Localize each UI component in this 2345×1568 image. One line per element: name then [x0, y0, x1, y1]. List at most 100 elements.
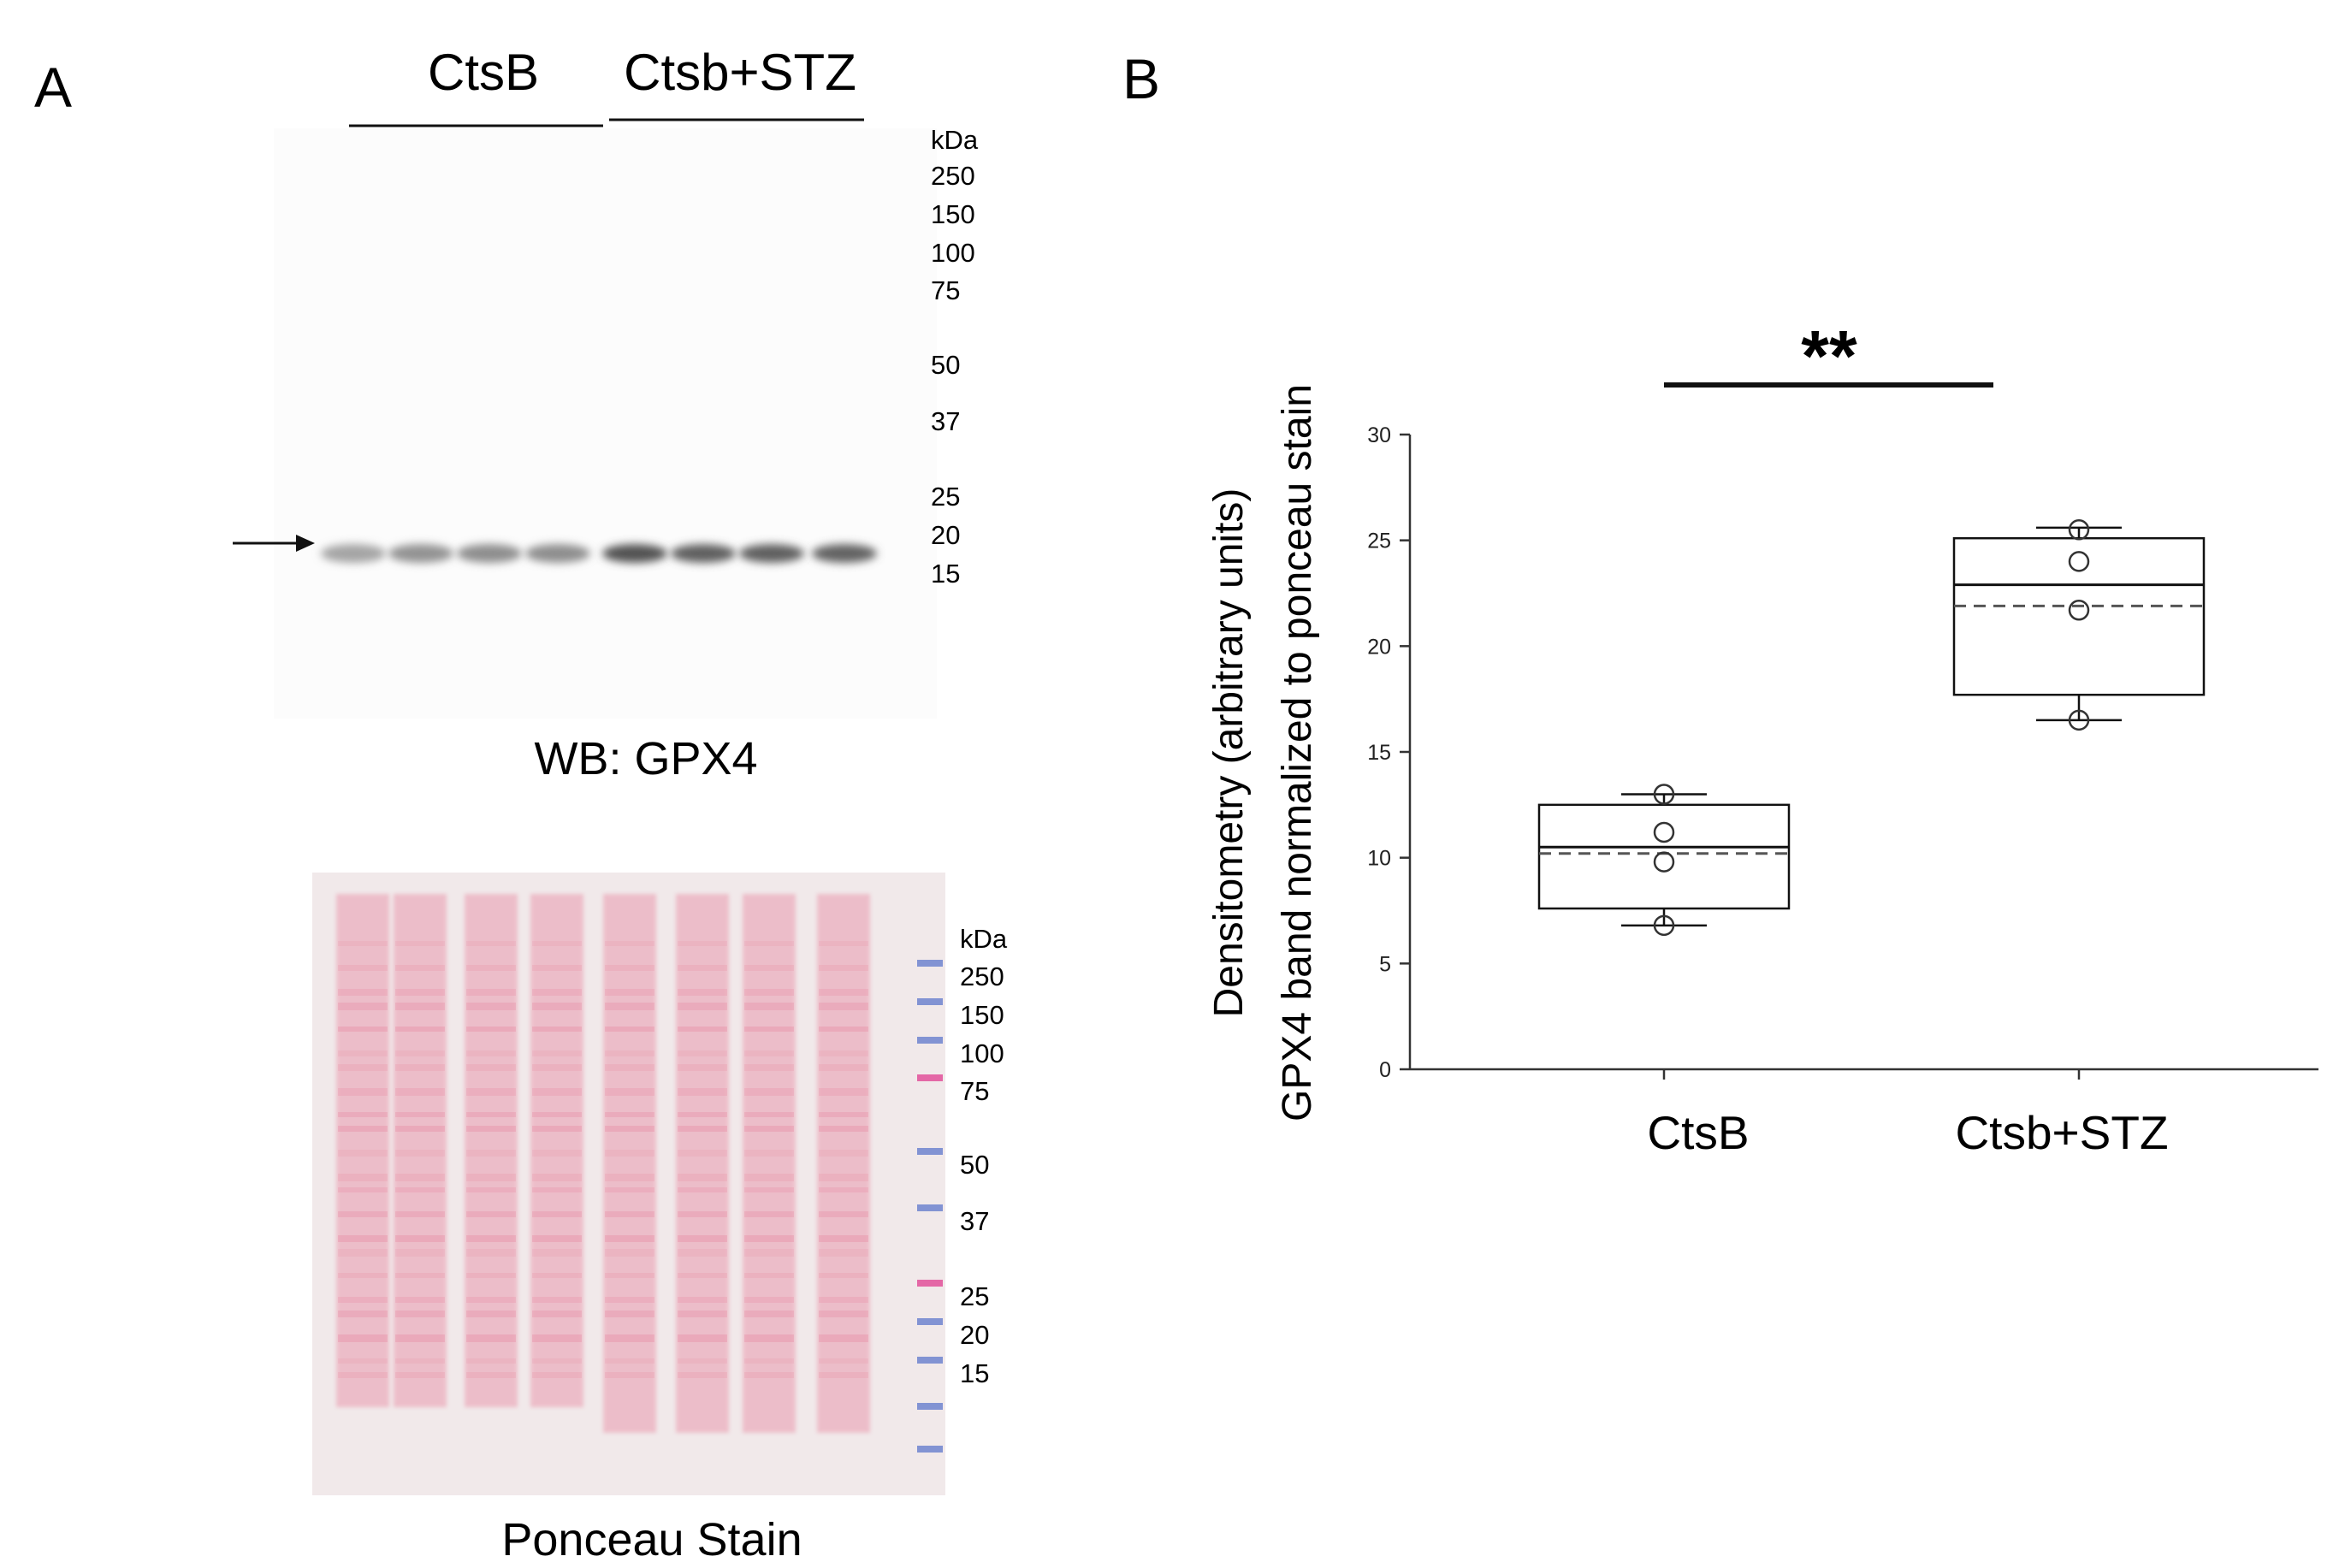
y-tick-label: 15: [1367, 741, 1391, 765]
ponceau-band: [605, 965, 654, 971]
ponceau-band: [532, 1050, 582, 1056]
blot-marker-label: 75: [931, 275, 960, 305]
ponceau-lanes: [336, 894, 870, 1433]
ponceau-band: [466, 965, 516, 971]
ponceau-band: [678, 1372, 727, 1378]
ponceau-lane: [465, 894, 518, 1407]
ponceau-lane: [603, 894, 656, 1433]
ponceau-band: [678, 989, 727, 996]
x-ticks: CtsB Ctsb+STZ: [1647, 1069, 2169, 1159]
ponceau-band: [395, 1311, 445, 1317]
ponceau-marker-label: 75: [960, 1076, 989, 1106]
y-tick-label: 10: [1367, 847, 1391, 871]
ponceau-band: [678, 1273, 727, 1278]
ponceau-band: [395, 1064, 445, 1071]
blot-marker-labels: 250 150 100 75 50 37 25 20 15: [931, 161, 975, 589]
ponceau-band: [395, 1187, 445, 1192]
ponceau-band: [338, 1150, 388, 1157]
data-point: [2068, 600, 2090, 621]
ponceau-band: [819, 1050, 868, 1056]
ponceau-band: [819, 1150, 868, 1157]
ponceau-band: [395, 1334, 445, 1342]
blot-caption: WB: GPX4: [534, 733, 757, 784]
ponceau-band: [466, 1273, 516, 1278]
ponceau-band: [819, 1126, 868, 1132]
blot-marker-label: 37: [931, 406, 960, 436]
ponceau-band: [532, 1334, 582, 1342]
ponceau-band: [744, 1050, 794, 1056]
ponceau-marker-label: 150: [960, 1000, 1004, 1030]
ponceau-band: [532, 1358, 582, 1364]
blot-group-label-ctsb: CtsB: [428, 44, 539, 101]
ponceau-band: [395, 941, 445, 946]
ponceau-band: [532, 1126, 582, 1132]
ponceau-band: [605, 1064, 654, 1071]
ponceau-band: [466, 1334, 516, 1342]
ponceau-band: [466, 1126, 516, 1132]
ponceau-band: [395, 1174, 445, 1181]
ponceau-band: [466, 1235, 516, 1242]
ponceau-band: [744, 1112, 794, 1117]
ponceau-band: [466, 1372, 516, 1378]
blot-band: [739, 544, 804, 563]
ponceau-band: [338, 1334, 388, 1342]
ponceau-band: [819, 1334, 868, 1342]
ponceau-lane: [743, 894, 796, 1433]
ponceau-band: [338, 1174, 388, 1181]
blot-group-label-ctsb-stz: Ctsb+STZ: [624, 44, 856, 101]
ponceau-band: [744, 1249, 794, 1257]
ponceau-band: [605, 1334, 654, 1342]
data-point: [1653, 914, 1675, 937]
ponceau-band: [678, 1027, 727, 1032]
ponceau-band: [605, 1126, 654, 1132]
ponceau-band: [532, 1064, 582, 1071]
ponceau-band: [605, 1174, 654, 1181]
ponceau-band: [395, 1211, 445, 1217]
box-rect: [1952, 536, 2206, 696]
ponceau-band: [605, 1112, 654, 1117]
ponceau-band: [338, 1273, 388, 1278]
blot-marker-label: 25: [931, 482, 960, 512]
x-category-label: Ctsb+STZ: [1955, 1106, 2168, 1159]
ponceau-band: [466, 941, 516, 946]
ponceau-band: [395, 1273, 445, 1278]
ponceau-lane: [817, 894, 870, 1433]
ponceau-band: [338, 1311, 388, 1317]
ponceau-band: [532, 1112, 582, 1117]
ponceau-band: [819, 1311, 868, 1317]
ponceau-band: [678, 1358, 727, 1364]
ponceau-band: [338, 965, 388, 971]
ladder-band: [917, 1318, 943, 1325]
ponceau-band: [819, 1064, 868, 1071]
band-arrow-head: [296, 535, 315, 552]
blot-marker-label: 100: [931, 238, 975, 268]
blot-marker-label: 15: [931, 559, 960, 589]
ponceau-band: [744, 941, 794, 946]
data-point: [1653, 851, 1675, 873]
ponceau-band: [466, 1249, 516, 1257]
data-point: [1653, 821, 1675, 843]
ponceau-band: [678, 1249, 727, 1257]
ladder-band: [917, 998, 943, 1005]
ponceau-band: [678, 1187, 727, 1192]
ponceau-band: [678, 1211, 727, 1217]
ponceau-band: [819, 1235, 868, 1242]
ponceau-band: [819, 965, 868, 971]
ponceau-band: [819, 1211, 868, 1217]
ponceau-band: [466, 1174, 516, 1181]
ponceau-band: [338, 1358, 388, 1364]
ponceau-band: [338, 1211, 388, 1217]
ponceau-band: [678, 1088, 727, 1096]
ponceau-marker-labels: 250 150 100 75 50 37 25 20 15: [960, 962, 1004, 1388]
ponceau-band: [744, 1088, 794, 1096]
ponceau-band: [466, 1064, 516, 1071]
ponceau-band: [744, 1211, 794, 1217]
box-rect: [1537, 803, 1791, 910]
blot-band: [602, 544, 667, 563]
ponceau-band: [532, 1187, 582, 1192]
ponceau-band: [532, 989, 582, 996]
ponceau-band: [338, 989, 388, 996]
y-tick-label: 0: [1379, 1058, 1391, 1082]
ponceau-band: [819, 1003, 868, 1010]
ladder-band: [917, 1204, 943, 1211]
